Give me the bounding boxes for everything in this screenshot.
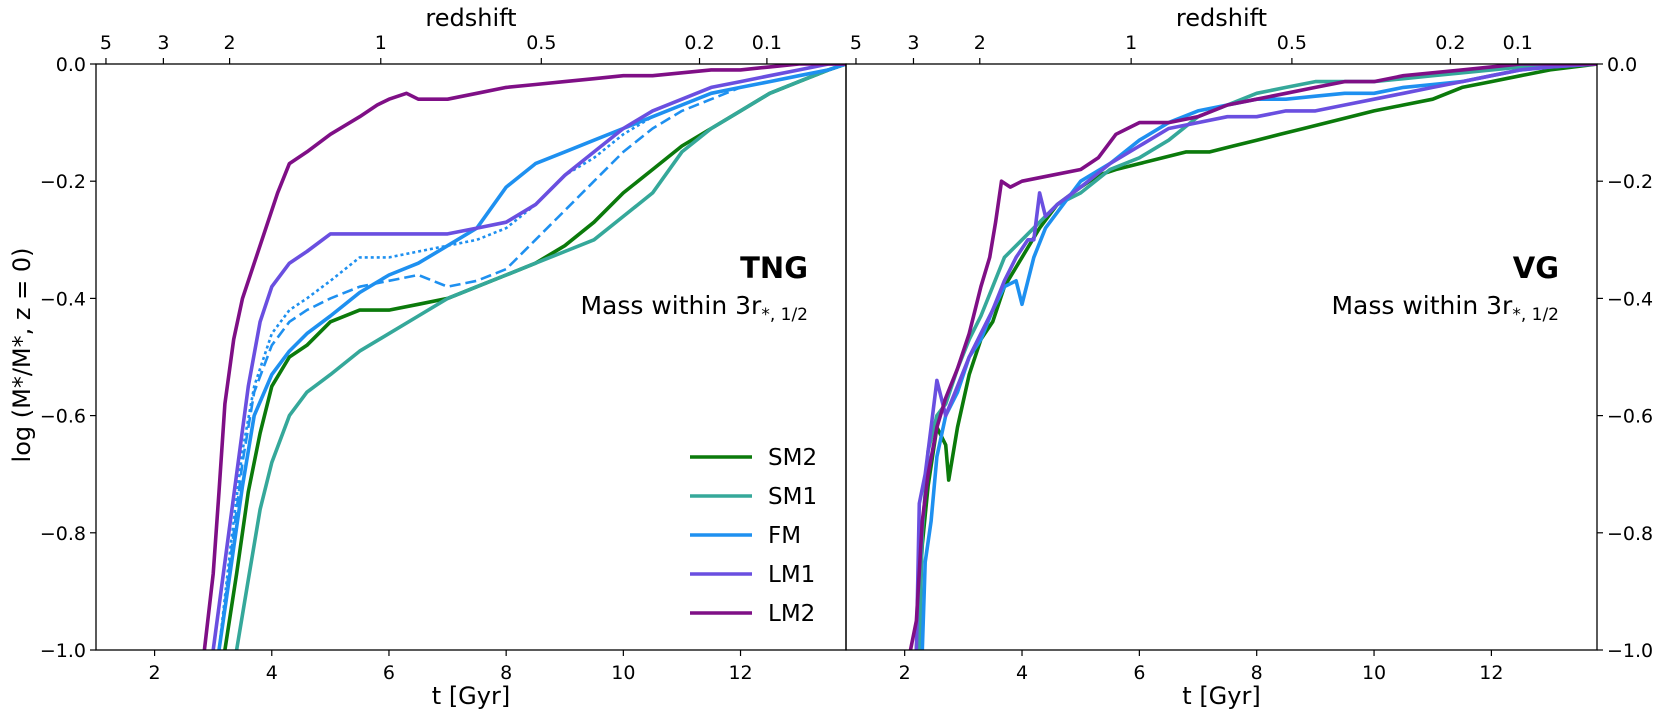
y-tick-label: 0.0 bbox=[56, 54, 86, 76]
vg-series-fm bbox=[920, 64, 1597, 650]
panel-label-tng: TNG bbox=[740, 251, 808, 285]
y-tick-label: −0.4 bbox=[1607, 288, 1653, 310]
x-tick-label: 12 bbox=[1479, 662, 1503, 684]
y-tick-label: 0.0 bbox=[1607, 54, 1637, 76]
panel-label-vg: VG bbox=[1513, 251, 1559, 285]
tng-series-fm-dashed bbox=[217, 64, 846, 650]
redshift-tick-label: 1 bbox=[375, 32, 387, 54]
redshift-axis-title: redshift bbox=[425, 4, 516, 32]
x-axis-title: t [Gyr] bbox=[1182, 682, 1260, 710]
x-tick-label: 6 bbox=[383, 662, 395, 684]
panel-sublabel-main: Mass within 3r bbox=[580, 291, 762, 320]
vg-series-sm2 bbox=[914, 64, 1597, 650]
panel-sublabel-tng: Mass within 3r*, 1/2 bbox=[580, 291, 808, 325]
x-tick-label: 2 bbox=[149, 662, 161, 684]
y-tick-label: −0.2 bbox=[1607, 171, 1653, 193]
panel-sublabel-vg: Mass within 3r*, 1/2 bbox=[1331, 291, 1559, 325]
redshift-tick-label: 3 bbox=[157, 32, 169, 54]
redshift-tick-label: 0.5 bbox=[526, 32, 556, 54]
redshift-axis-title: redshift bbox=[1176, 4, 1267, 32]
vg-series-group bbox=[908, 64, 1597, 650]
vg-series-lm2 bbox=[908, 64, 1597, 650]
legend-label-lm1: LM1 bbox=[768, 562, 815, 588]
legend-label-fm: FM bbox=[768, 523, 801, 549]
tng-series-lm1 bbox=[211, 64, 846, 650]
x-tick-label: 10 bbox=[611, 662, 635, 684]
y-tick-label: −1.0 bbox=[1607, 640, 1653, 662]
vg-series-sm1 bbox=[917, 64, 1597, 650]
y-tick-label: −0.6 bbox=[1607, 406, 1653, 428]
vg-plot-frame bbox=[845, 63, 1598, 651]
redshift-tick-label: 0.1 bbox=[752, 32, 782, 54]
x-tick-label: 8 bbox=[1251, 662, 1263, 684]
y-tick-label: −0.8 bbox=[1607, 523, 1653, 545]
panel-sublabel-subscript: *, 1/2 bbox=[1512, 305, 1559, 325]
y-axis-title: log (M*/M*, z = 0) bbox=[8, 248, 36, 463]
y-tick-label: −0.4 bbox=[40, 288, 86, 310]
redshift-tick-label: 0.2 bbox=[1435, 32, 1465, 54]
panel-sublabel-main: Mass within 3r bbox=[1331, 291, 1513, 320]
panel-sublabel-subscript: *, 1/2 bbox=[761, 305, 808, 325]
x-tick-label: 12 bbox=[728, 662, 752, 684]
tng-plot-frame bbox=[95, 63, 847, 651]
redshift-tick-label: 1 bbox=[1125, 32, 1137, 54]
legend-label-sm2: SM2 bbox=[768, 445, 817, 471]
tng-series-group bbox=[202, 64, 846, 650]
redshift-tick-label: 0.1 bbox=[1503, 32, 1533, 54]
y-tick-label: −0.2 bbox=[40, 171, 86, 193]
x-tick-label: 8 bbox=[500, 662, 512, 684]
x-axis-title: t [Gyr] bbox=[432, 682, 510, 710]
redshift-tick-label: 0.2 bbox=[684, 32, 714, 54]
tng-series-fm-dotted bbox=[217, 64, 846, 650]
vg-series-lm1 bbox=[914, 64, 1597, 650]
x-tick-label: 10 bbox=[1362, 662, 1386, 684]
redshift-tick-label: 2 bbox=[224, 32, 236, 54]
tng-series-lm2 bbox=[202, 64, 846, 650]
redshift-tick-label: 5 bbox=[100, 32, 112, 54]
redshift-tick-label: 0.5 bbox=[1277, 32, 1307, 54]
y-tick-label: −0.6 bbox=[40, 406, 86, 428]
redshift-tick-label: 3 bbox=[907, 32, 919, 54]
x-tick-label: 4 bbox=[1016, 662, 1028, 684]
x-tick-label: 6 bbox=[1133, 662, 1145, 684]
x-tick-label: 4 bbox=[266, 662, 278, 684]
tng-series-sm2 bbox=[223, 64, 846, 650]
x-tick-label: 2 bbox=[899, 662, 911, 684]
legend-label-sm1: SM1 bbox=[768, 484, 817, 510]
y-tick-label: −1.0 bbox=[40, 640, 86, 662]
tng-series-sm1 bbox=[234, 64, 846, 650]
y-tick-label: −0.8 bbox=[40, 523, 86, 545]
redshift-tick-label: 2 bbox=[974, 32, 986, 54]
redshift-tick-label: 5 bbox=[850, 32, 862, 54]
legend-label-lm2: LM2 bbox=[768, 601, 815, 627]
tng-series-fm bbox=[217, 64, 846, 650]
